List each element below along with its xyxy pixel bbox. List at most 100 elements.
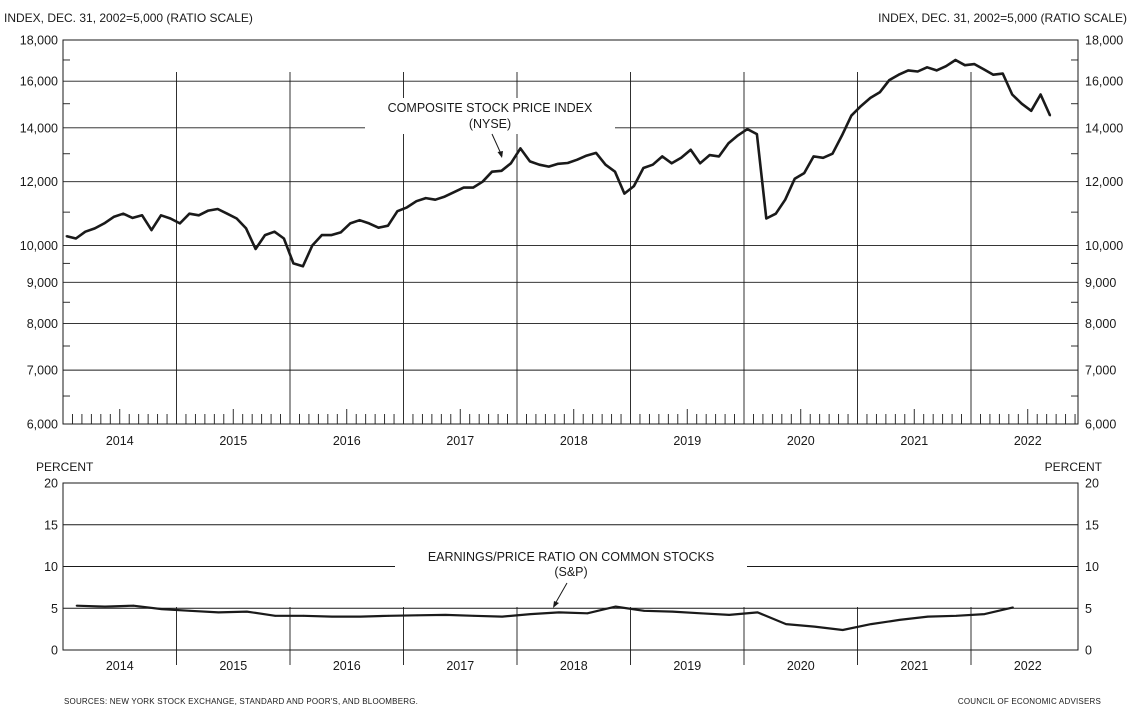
bottom-annotation-line2: (S&P): [554, 565, 587, 579]
top-y-tick-label-right: 14,000: [1085, 121, 1123, 135]
bottom-year-label: 2014: [106, 659, 134, 673]
earnings-price-point: [217, 611, 220, 614]
composite-index-point: [188, 212, 191, 215]
top-year-label: 2014: [106, 434, 134, 448]
earnings-price-point: [189, 609, 192, 612]
composite-index-point: [585, 154, 588, 157]
composite-index-point: [916, 70, 919, 73]
bottom-y-tick-label-right: 10: [1085, 560, 1099, 574]
top-y-tick-label-right: 18,000: [1085, 34, 1123, 48]
top-y-tick-label-left: 18,000: [20, 34, 58, 48]
top-year-label: 2019: [673, 434, 701, 448]
top-y-tick-label-right: 9,000: [1085, 276, 1116, 290]
composite-index-point: [406, 206, 408, 209]
top-y-tick-labels-right: 6,000 7,000 8,000 9,000 10,000 12,000 14,000 16…: [1085, 34, 1123, 432]
composite-index-point: [103, 222, 106, 225]
composite-index-point: [614, 170, 616, 173]
earnings-price-point: [955, 614, 958, 617]
earnings-price-points: [75, 604, 1014, 631]
composite-index-point: [803, 172, 806, 175]
bottom-y-tick-label-right: 15: [1085, 518, 1099, 532]
composite-index-points: [65, 59, 1051, 268]
composite-index-point: [708, 154, 711, 157]
top-y-tick-label-right: 10,000: [1085, 239, 1123, 253]
top-y-tick-label-left: 12,000: [20, 175, 58, 189]
earnings-price-point: [359, 615, 362, 618]
composite-index-point: [623, 192, 626, 195]
earnings-price-point: [785, 623, 787, 625]
earnings-price-point: [870, 623, 872, 625]
composite-index-point: [131, 217, 134, 219]
composite-index-point: [727, 142, 730, 145]
composite-index-point: [897, 73, 900, 76]
bottom-year-labels: 2014 2015 2016 2017 2018 2019 2020 2021 2022: [106, 659, 1042, 673]
bottom-y-tick-label-right: 20: [1085, 477, 1099, 491]
earnings-price-point: [700, 612, 702, 615]
top-plot-frame: [62, 39, 1079, 425]
composite-index-point: [264, 234, 266, 237]
credit-note: COUNCIL OF ECONOMIC ADVISERS: [957, 697, 1101, 706]
top-y-tick-label-right: 12,000: [1085, 175, 1123, 189]
composite-index-point: [122, 212, 125, 215]
top-annotation-line2: (NYSE): [469, 117, 511, 131]
bottom-year-label: 2019: [673, 659, 701, 673]
bottom-annotation-line1: EARNINGS/PRICE RATIO ON COMMON STOCKS: [428, 550, 714, 564]
earnings-price-point: [274, 614, 277, 617]
earnings-price-point: [246, 610, 248, 613]
bottom-y-tick-label-right: 5: [1085, 602, 1092, 616]
composite-index-point: [869, 97, 872, 99]
composite-index-point: [557, 162, 560, 165]
top-y-tick-label-left: 9,000: [27, 276, 58, 290]
top-y-tick-label-right: 8,000: [1085, 317, 1116, 331]
earnings-price-point: [529, 613, 532, 615]
top-month-ticks: [72, 409, 1076, 424]
earnings-price-point: [813, 625, 816, 628]
bottom-plot-frame: [62, 482, 1079, 651]
earnings-price-point: [927, 615, 929, 618]
composite-index-point: [245, 227, 248, 230]
top-year-label: 2020: [787, 434, 815, 448]
top-year-label: 2021: [900, 434, 928, 448]
composite-index-point: [216, 208, 219, 210]
composite-index-point: [500, 169, 503, 172]
composite-index-point: [283, 237, 285, 240]
top-y-tick-label-right: 6,000: [1085, 418, 1116, 432]
composite-index-point: [150, 229, 153, 232]
composite-index-point: [519, 147, 522, 150]
composite-index-point: [330, 234, 333, 237]
earnings-price-point: [444, 614, 447, 616]
composite-index-point: [576, 158, 579, 161]
composite-index-point: [642, 167, 645, 169]
bottom-y-tick-label-left: 20: [44, 477, 58, 491]
composite-index-point: [699, 162, 701, 165]
top-y-tick-label-left: 8,000: [27, 317, 58, 331]
top-year-label: 2022: [1014, 434, 1042, 448]
composite-index-point: [65, 235, 68, 238]
composite-index-point: [462, 186, 465, 189]
top-year-label: 2016: [333, 434, 361, 448]
bottom-y-tick-label-left: 0: [51, 644, 58, 658]
bottom-y-tick-label-right: 0: [1085, 644, 1092, 658]
bottom-year-label: 2020: [787, 659, 815, 673]
composite-index-point: [822, 156, 824, 159]
composite-index-point: [491, 170, 493, 173]
composite-index-point: [992, 73, 995, 76]
composite-index-point: [424, 197, 427, 200]
top-y-tick-label-left: 6,000: [27, 418, 58, 432]
composite-index-point: [689, 148, 692, 151]
earnings-price-point: [756, 611, 759, 614]
top-y-tick-label-left: 14,000: [20, 121, 58, 135]
composite-index-point: [169, 217, 172, 220]
composite-index-point: [311, 244, 314, 247]
composite-index-point: [1011, 93, 1014, 96]
earnings-price-point: [558, 611, 560, 614]
bottom-y-tick-label-left: 15: [44, 518, 58, 532]
composite-index-point: [756, 133, 758, 136]
composite-index-point: [983, 68, 985, 71]
composite-index-point: [964, 64, 966, 67]
composite-index-point: [633, 185, 635, 188]
top-y-tick-label-left: 16,000: [20, 75, 58, 89]
bottom-panel: PERCENT PERCENT 0 5 10 15 20 0 5 10 15 20 EARNIN…: [36, 460, 1103, 673]
composite-index-point: [75, 237, 77, 240]
composite-index-point: [926, 66, 928, 69]
